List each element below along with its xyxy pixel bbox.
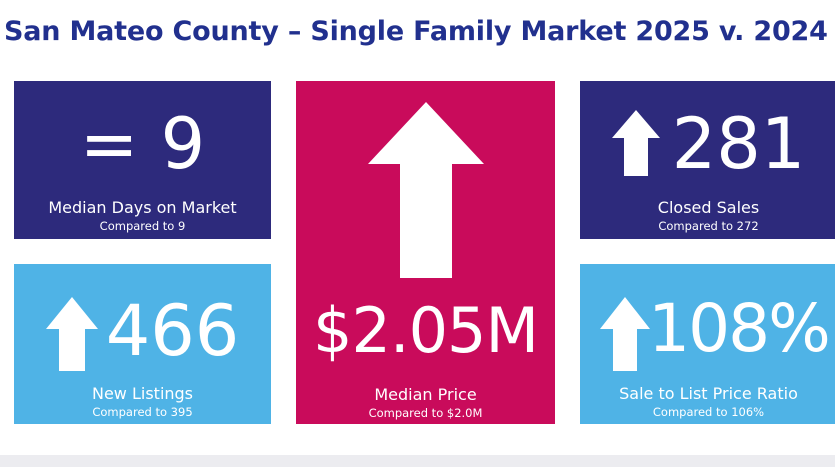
tile-comparison: Compared to 9 (99, 219, 186, 233)
tile-value: 281 (671, 103, 806, 185)
tile-label: Median Days on Market (48, 198, 237, 217)
tile-comparison: Compared to 395 (92, 405, 193, 419)
arrow-up-icon (46, 297, 98, 371)
tile-value: 466 (105, 290, 240, 372)
tile-closed-sales: 281 Closed Sales Compared to 272 (580, 81, 835, 239)
tile-sale-to-list-ratio: 108% Sale to List Price Ratio Compared t… (580, 264, 835, 424)
tile-comparison: Compared to $2.0M (368, 406, 483, 420)
infographic-slide: San Mateo County – Single Family Market … (0, 0, 835, 455)
tile-label: Sale to List Price Ratio (619, 384, 798, 403)
tile-label: Closed Sales (657, 198, 760, 217)
tile-label: New Listings (91, 384, 194, 403)
tile-label: Median Price (374, 385, 477, 404)
tile-median-days-on-market: = 9 Median Days on Market Compared to 9 (14, 81, 271, 239)
tile-median-price: $2.05M Median Price Compared to $2.0M (296, 81, 555, 424)
tile-new-listings: 466 New Listings Compared to 395 (14, 264, 271, 424)
tile-value: = 9 (79, 103, 206, 185)
arrow-up-icon (612, 110, 660, 176)
page-title: San Mateo County – Single Family Market … (4, 16, 828, 47)
tile-value: $2.05M (313, 294, 539, 367)
tile-value: 108% (648, 290, 831, 367)
arrow-up-icon (600, 297, 650, 371)
tile-comparison: Compared to 272 (658, 219, 759, 233)
arrow-up-icon (368, 102, 484, 278)
tile-comparison: Compared to 106% (652, 405, 765, 419)
slide-bottom-edge (0, 455, 835, 467)
